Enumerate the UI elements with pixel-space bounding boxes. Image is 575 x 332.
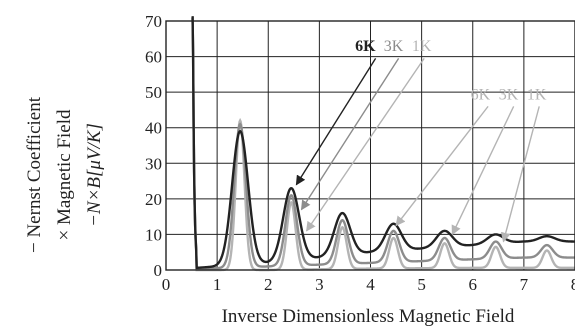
y-tick-label: 70 (145, 12, 162, 31)
plot-frame (165, 20, 575, 271)
annotation-label-1K: 1K (412, 38, 432, 55)
x-tick-label: 4 (366, 275, 375, 294)
y-axis-label-line-3: −N×B[μV/K] (84, 123, 105, 227)
annotation-arrow (451, 106, 515, 236)
annotation-arrow (306, 57, 425, 232)
y-tick-label: 40 (145, 119, 162, 138)
annotation-label-6K: 6K (355, 38, 376, 55)
x-tick-label: 5 (417, 275, 426, 294)
x-axis-label: Inverse Dimensionless Magnetic Field (222, 306, 515, 327)
y-tick-label: 50 (145, 83, 162, 102)
annotation-label-6K: 6K (471, 86, 491, 103)
x-tick-label: 6 (469, 275, 478, 294)
grid (166, 21, 575, 270)
annotation-label-1K: 1K (527, 86, 547, 103)
curves (191, 16, 575, 272)
y-tick-label: 60 (145, 48, 162, 67)
x-tick-label: 1 (213, 275, 222, 294)
x-tick-label: 0 (162, 275, 171, 294)
annotation-arrow (300, 57, 400, 211)
annotation-arrow (295, 57, 377, 186)
y-tick-label: 20 (145, 190, 162, 209)
series-line-3K (191, 16, 575, 271)
x-tick-label: 8 (571, 275, 575, 294)
tick-labels: 0 10 20 30 40 50 60 70 0 1 2 3 4 5 6 7 8 (145, 12, 575, 294)
y-tick-label: 30 (145, 154, 162, 173)
annotation-label-3K: 3K (384, 38, 404, 55)
y-axis-label-line-2: × Magnetic Field (54, 109, 75, 241)
series-line-6K (191, 16, 575, 270)
annotations: 6K 3K 1K 6K 3K 1K (295, 38, 547, 243)
annotation-arrow (500, 106, 540, 243)
annotation-label-3K: 3K (499, 86, 519, 103)
y-tick-label: 10 (145, 225, 162, 244)
annotation-arrow (395, 105, 489, 227)
x-tick-label: 3 (315, 275, 324, 294)
y-tick-label: 0 (154, 261, 163, 280)
x-tick-label: 7 (520, 275, 529, 294)
y-axis-label-line-1: − Nernst Coefficient (24, 96, 45, 253)
x-tick-label: 2 (264, 275, 273, 294)
